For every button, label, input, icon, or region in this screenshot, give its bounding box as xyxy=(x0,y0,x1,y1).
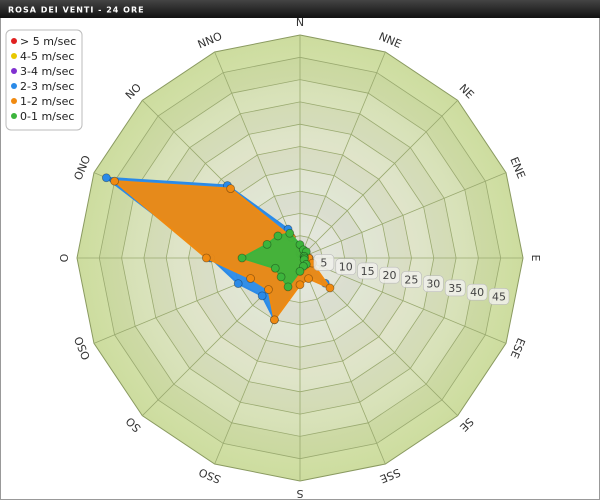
y-tick-label: 5 xyxy=(320,256,327,269)
data-point xyxy=(325,283,335,293)
y-tick-label: 30 xyxy=(426,278,440,291)
spoke xyxy=(299,51,386,259)
data-point xyxy=(295,266,305,276)
tick-label-box xyxy=(313,254,335,271)
legend-label: 3-4 m/sec xyxy=(20,65,74,78)
legend-marker xyxy=(11,113,17,119)
data-point xyxy=(246,274,255,283)
data-point xyxy=(110,176,119,186)
legend-marker xyxy=(11,98,17,104)
tick-label-box xyxy=(357,262,378,280)
tick-label-box xyxy=(488,288,510,305)
y-tick-label: 25 xyxy=(404,273,418,286)
spoke xyxy=(299,257,386,465)
data-point xyxy=(276,272,286,282)
legend-marker xyxy=(11,83,17,89)
data-point xyxy=(269,315,279,325)
legend-label: 4-5 m/sec xyxy=(20,50,74,63)
y-tick-label: 40 xyxy=(470,286,484,299)
tick-label-box xyxy=(423,275,444,293)
spoke xyxy=(299,100,458,259)
data-point xyxy=(262,239,272,249)
legend-label: > 5 m/sec xyxy=(20,35,76,48)
data-point xyxy=(226,184,236,194)
data-point xyxy=(273,231,283,241)
spoke xyxy=(214,51,301,259)
legend-marker xyxy=(11,53,17,59)
legend-marker xyxy=(11,68,17,74)
y-tick-label: 20 xyxy=(383,269,397,282)
legend-label: 1-2 m/sec xyxy=(20,95,74,108)
tick-label-box xyxy=(335,258,357,276)
data-point xyxy=(283,282,293,292)
legend-label: 0-1 m/sec xyxy=(20,110,74,123)
y-tick-label: 35 xyxy=(448,282,462,295)
direction-label: N xyxy=(296,16,304,29)
data-point xyxy=(285,228,295,238)
data-point xyxy=(270,263,280,273)
legend-label: 2-3 m/sec xyxy=(20,80,74,93)
data-point xyxy=(101,173,111,183)
data-point xyxy=(264,285,273,294)
data-point xyxy=(237,253,247,263)
y-tick-label: 10 xyxy=(339,261,353,274)
y-tick-label: 15 xyxy=(361,265,375,278)
spoke xyxy=(299,257,507,344)
direction-label: S xyxy=(296,487,303,500)
data-point xyxy=(201,253,211,263)
tick-label-box xyxy=(444,279,466,297)
title-bar xyxy=(0,0,600,18)
tick-label-box xyxy=(401,271,422,288)
legend-box xyxy=(5,29,83,131)
direction-label: E xyxy=(529,255,542,262)
tick-label-box xyxy=(466,283,488,301)
direction-label: O xyxy=(58,253,71,262)
data-point xyxy=(233,279,243,289)
spoke xyxy=(299,172,507,259)
data-point xyxy=(295,280,305,290)
y-tick-label: 45 xyxy=(492,290,506,303)
legend: > 5 m/sec 4-5 m/sec 3-4 m/sec 2-3 m/sec 1-2 … xyxy=(5,29,83,131)
legend-marker xyxy=(11,38,17,44)
tick-label-box xyxy=(379,266,400,284)
data-point xyxy=(257,291,267,301)
chart-title: ROSA DEI VENTI - 24 ORE xyxy=(8,6,145,15)
data-point xyxy=(304,274,313,284)
